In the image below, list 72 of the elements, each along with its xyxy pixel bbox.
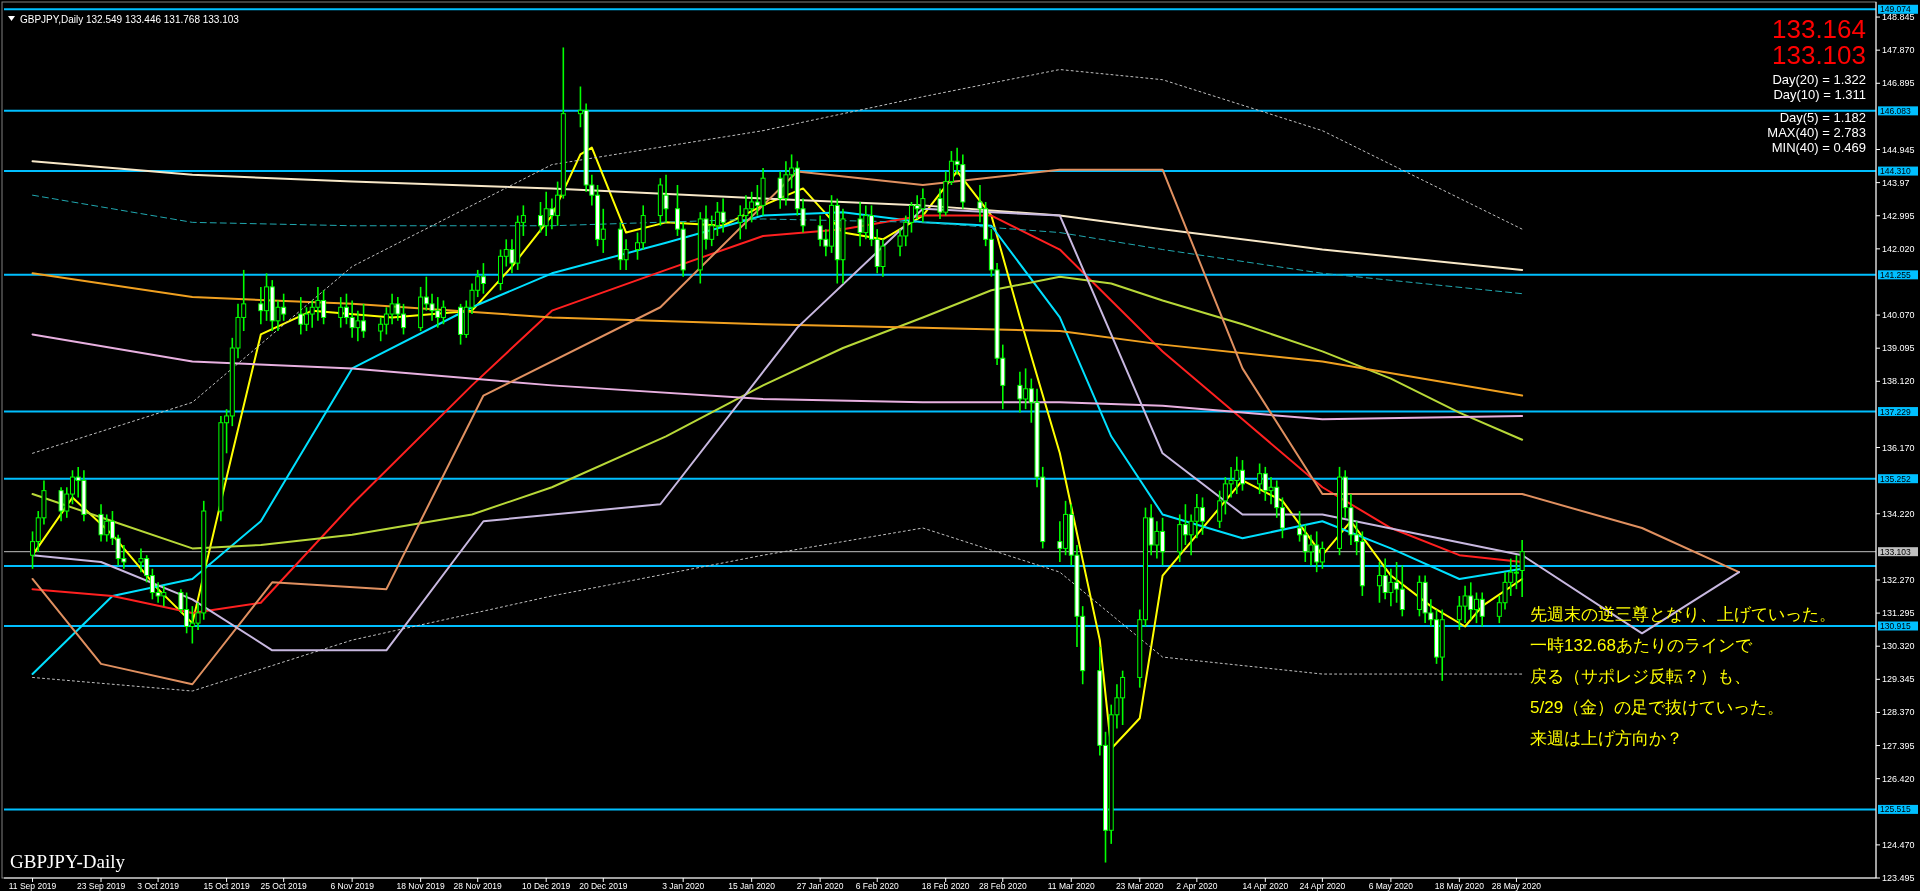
y-tick-label: 131.295	[1882, 608, 1915, 619]
x-tick-label: 28 Feb 2020	[978, 881, 1027, 891]
x-tick-label: 18 Feb 2020	[921, 881, 970, 891]
annotation: Day(20) = 1.322	[1772, 72, 1866, 87]
ref-line-label: 146.083	[1880, 105, 1911, 116]
annotation: GBPJPY,Daily 132.549 133.446 131.768 133.103	[20, 14, 240, 25]
y-tick-label: 134.220	[1882, 508, 1915, 519]
x-tick-label: 3 Jan 2020	[662, 881, 705, 891]
ref-line-label: 149.074	[1880, 4, 1911, 15]
x-tick-label: 6 Nov 2019	[330, 881, 375, 891]
candlestick	[1519, 539, 1525, 598]
y-tick-label: 132.270	[1882, 574, 1915, 585]
x-tick-label: 11 Mar 2020	[1047, 881, 1096, 891]
y-tick-label: 130.320	[1882, 641, 1915, 652]
x-tick-label: 15 Oct 2019	[203, 881, 251, 891]
line-series	[31, 275, 1524, 550]
y-tick-label: 123.495	[1882, 873, 1915, 883]
y-tick-label: 139.095	[1882, 343, 1915, 354]
annotation: 来週は上げ方向か？	[1530, 729, 1683, 748]
ref-line-label: 137.229	[1880, 406, 1911, 417]
annotation: 戻る（サポレジ反転？）も、	[1530, 667, 1751, 686]
y-tick-label: 142.995	[1882, 210, 1915, 221]
y-tick-label: 147.870	[1882, 45, 1915, 56]
ref-line-label: 144.310	[1880, 166, 1911, 177]
annotation: 5/29（金）の足で抜けていった。	[1530, 698, 1785, 717]
ref-line-label: 130.915	[1880, 621, 1911, 631]
x-tick-label: 24 Apr 2020	[1299, 881, 1346, 891]
x-tick-label: 20 Dec 2019	[579, 881, 628, 891]
x-tick-label: 23 Mar 2020	[1115, 881, 1164, 891]
ref-line-label: 135.252	[1880, 473, 1911, 484]
line-series	[32, 194, 1523, 295]
y-tick-label: 143.97	[1882, 177, 1910, 188]
y-tick-label: 128.370	[1882, 707, 1915, 718]
annotation: Day(10) = 1.311	[1773, 87, 1866, 102]
line-series	[31, 333, 1524, 421]
y-tick-label: 126.420	[1882, 773, 1915, 784]
ref-line-label: 141.255	[1880, 269, 1911, 280]
x-tick-label: 6 Feb 2020	[855, 881, 899, 891]
annotation: MAX(40) = 2.783	[1767, 125, 1866, 140]
x-tick-label: 18 May 2020	[1434, 881, 1485, 891]
x-tick-label: 6 May 2020	[1368, 881, 1414, 891]
x-tick-label: 28 Nov 2019	[453, 881, 503, 891]
x-tick-label: 18 Nov 2019	[396, 881, 446, 891]
y-tick-label: 140.070	[1882, 310, 1915, 321]
x-tick-label: 2 Apr 2020	[1176, 881, 1218, 891]
y-tick-label: 136.170	[1882, 442, 1915, 453]
y-tick-label: 129.345	[1882, 674, 1915, 685]
line-series	[32, 69, 1523, 454]
annotation: MIN(40) = 0.469	[1771, 140, 1866, 155]
x-tick-label: 25 Oct 2019	[260, 881, 308, 891]
x-tick-label: 28 May 2020	[1491, 881, 1542, 891]
x-tick-label: 10 Dec 2019	[522, 881, 571, 891]
x-tick-label: 27 Jan 2020	[796, 881, 844, 891]
x-tick-label: 15 Jan 2020	[728, 881, 776, 891]
y-tick-label: 146.895	[1882, 78, 1915, 89]
line-series	[31, 160, 1524, 271]
annotation: 一時132.68あたりのラインで	[1530, 636, 1753, 655]
line-series	[31, 272, 1524, 397]
y-tick-label: 144.945	[1882, 144, 1915, 155]
y-tick-label: 127.395	[1882, 740, 1915, 751]
x-tick-label: 14 Apr 2020	[1242, 881, 1289, 891]
x-tick-label: 11 Sep 2019	[8, 881, 57, 891]
ref-line-label: 133.103	[1880, 546, 1911, 557]
y-tick-label: 148.845	[1882, 12, 1915, 23]
y-tick-label: 138.120	[1882, 376, 1915, 387]
y-tick-label: 142.020	[1882, 243, 1915, 254]
x-tick-label: 3 Oct 2019	[137, 881, 180, 891]
y-tick-label: 124.470	[1882, 839, 1915, 850]
x-tick-label: 23 Sep 2019	[76, 881, 126, 891]
ref-line-label: 125.515	[1880, 804, 1911, 815]
annotation: Day(5) = 1.182	[1779, 110, 1866, 125]
text: GBPJPY-Daily	[10, 851, 126, 872]
